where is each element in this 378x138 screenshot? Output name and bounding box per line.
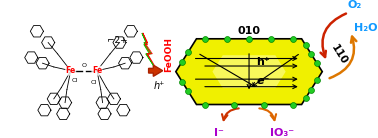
Point (303, 97, 309, 99)
Text: FeOOH: FeOOH (164, 37, 173, 72)
Point (308, 89, 314, 91)
Point (314, 79, 320, 81)
Text: I⁻: I⁻ (214, 128, 224, 138)
Text: Fe: Fe (92, 66, 102, 75)
Polygon shape (176, 39, 322, 104)
Text: Cl: Cl (90, 80, 96, 85)
Point (202, 103, 208, 106)
Text: ⌐2+: ⌐2+ (107, 36, 128, 45)
Point (246, 38, 252, 40)
Point (268, 38, 274, 40)
Text: O₂: O₂ (347, 0, 361, 10)
Point (185, 90, 191, 92)
Point (308, 52, 314, 55)
Text: e⁻: e⁻ (256, 76, 270, 86)
Point (179, 80, 185, 83)
Point (290, 103, 296, 106)
Point (224, 38, 230, 40)
Point (261, 103, 267, 106)
Point (179, 61, 185, 63)
Text: H₂O: H₂O (354, 22, 377, 33)
Point (185, 51, 191, 53)
Point (202, 38, 208, 40)
FancyArrow shape (149, 65, 163, 76)
Polygon shape (142, 33, 153, 65)
Text: Cl: Cl (71, 78, 77, 83)
Point (231, 103, 237, 106)
Text: O: O (81, 63, 86, 68)
Polygon shape (212, 55, 286, 88)
Text: Fe: Fe (65, 66, 76, 75)
Text: 110: 110 (329, 43, 349, 67)
Point (303, 44, 309, 47)
Text: h⁺: h⁺ (154, 81, 165, 91)
Text: 010: 010 (237, 26, 260, 36)
Point (290, 38, 296, 40)
Point (314, 62, 320, 65)
Text: h⁺: h⁺ (256, 57, 270, 67)
Text: IO₃⁻: IO₃⁻ (270, 128, 294, 138)
